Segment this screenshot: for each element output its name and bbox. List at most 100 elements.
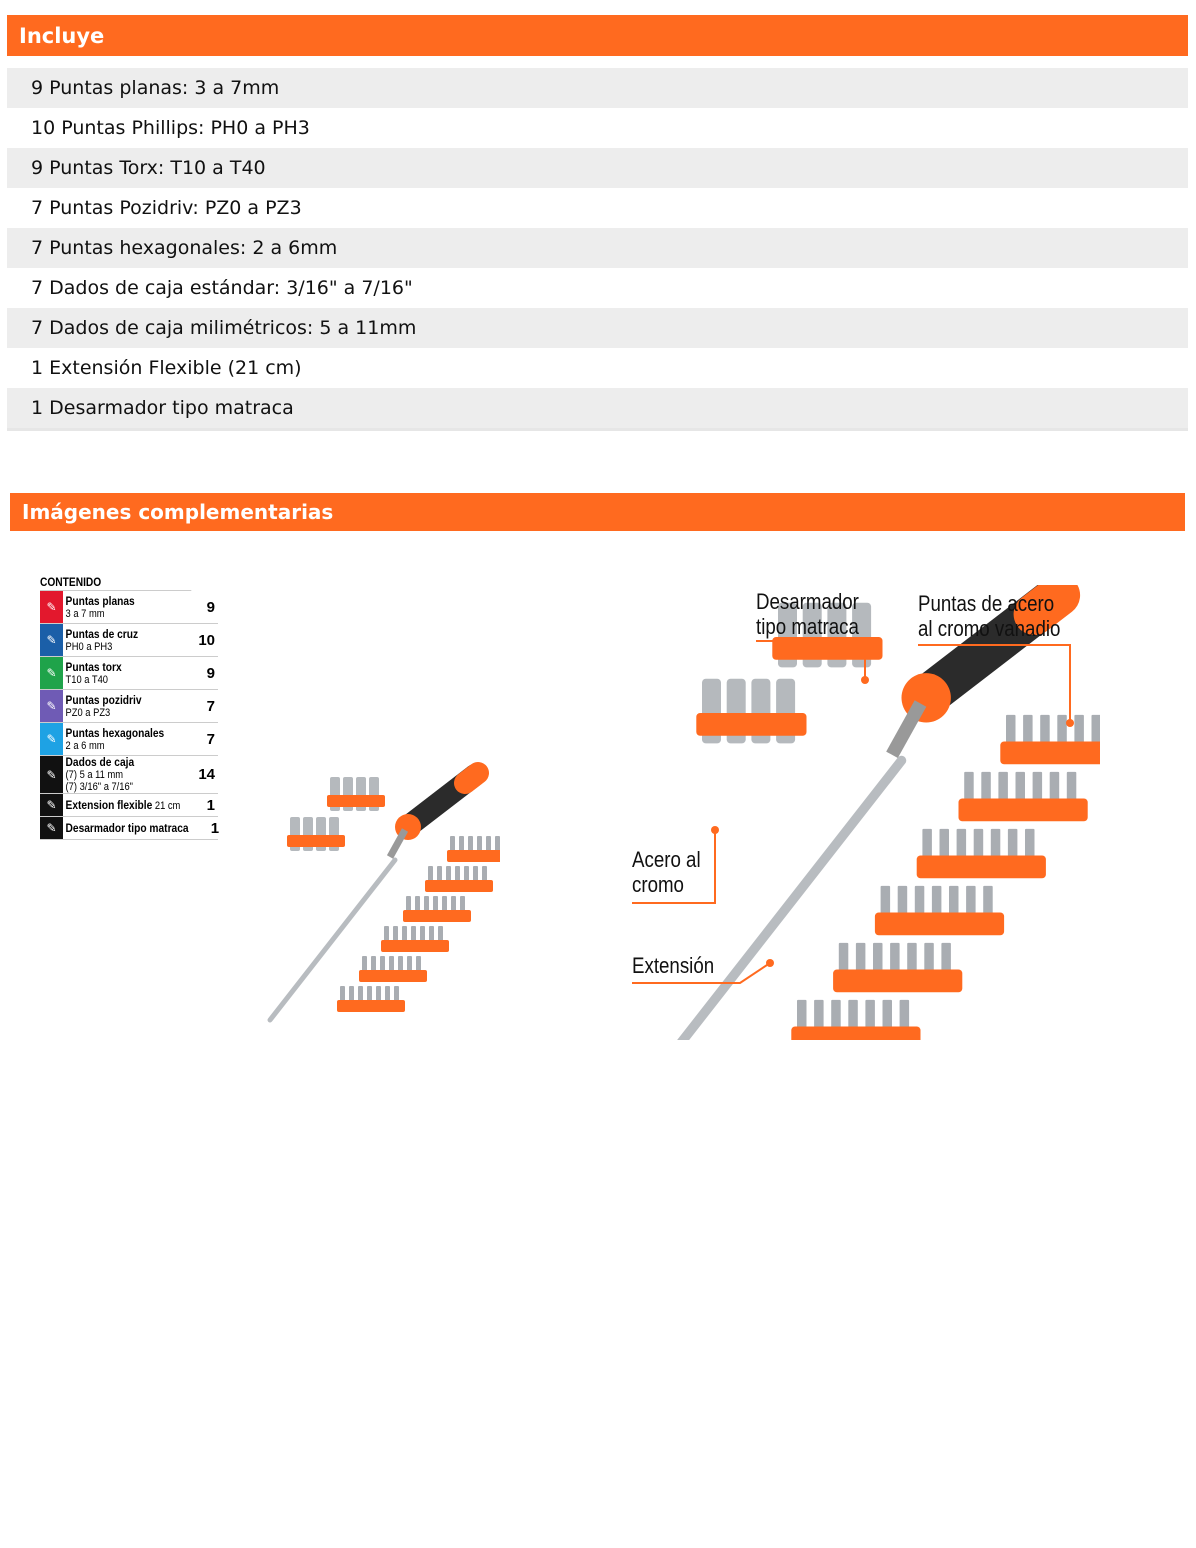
bit-rack xyxy=(403,910,471,922)
callout-bits: Puntas de acero al cromo vanadio xyxy=(918,591,1061,641)
tool-icon: ✎ xyxy=(40,756,63,793)
list-item: 1 Extensión Flexible (21 cm) xyxy=(31,357,302,379)
bit xyxy=(367,986,372,1002)
bit xyxy=(362,956,367,972)
item-count: 1 xyxy=(210,819,220,837)
bit xyxy=(882,999,892,1031)
bit xyxy=(340,986,345,1002)
bit xyxy=(964,771,974,803)
bit xyxy=(464,866,469,882)
bit xyxy=(848,999,858,1031)
bit xyxy=(385,986,390,1002)
bit xyxy=(468,836,473,852)
tool-icon: ✎ xyxy=(40,624,63,656)
list-item: 1 Desarmador tipo matraca xyxy=(7,388,1188,428)
bit xyxy=(998,771,1008,803)
list-item: 10 Puntas Phillips: PH0 a PH3 xyxy=(31,117,310,139)
callout-line xyxy=(632,830,716,904)
bit xyxy=(956,828,967,860)
bit xyxy=(407,956,412,972)
item-name: Puntas pozidriv xyxy=(65,692,142,707)
item-count: 9 xyxy=(206,598,215,616)
bit xyxy=(460,896,465,912)
item-name: Puntas hexagonales xyxy=(65,725,165,740)
bit xyxy=(384,926,389,942)
bit xyxy=(477,836,482,852)
bit xyxy=(855,942,866,974)
bit xyxy=(1074,714,1084,746)
list-item: 9 Puntas planas: 3 a 7mm xyxy=(7,68,1188,108)
tool-icon: ✎ xyxy=(40,794,63,816)
bit xyxy=(349,986,354,1002)
bit-rack xyxy=(833,969,963,993)
bit xyxy=(411,926,416,942)
item-detail: 3 a 7 mm xyxy=(65,607,105,620)
bit xyxy=(1091,714,1100,746)
bit xyxy=(873,942,883,974)
bit xyxy=(949,885,959,917)
bit xyxy=(1025,828,1035,860)
shaft xyxy=(386,828,409,859)
shaft xyxy=(886,700,927,759)
bit xyxy=(389,956,394,972)
callout-dot xyxy=(861,676,869,684)
contents-item: ✎ Desarmador tipo matraca 1 xyxy=(40,817,219,840)
item-detail: (7) 5 a 11 mm xyxy=(65,769,124,781)
bit xyxy=(424,896,429,912)
tool-icon: ✎ xyxy=(40,817,63,839)
bit xyxy=(990,828,1001,860)
bit xyxy=(831,999,841,1031)
bit xyxy=(899,999,910,1031)
bit-rack xyxy=(958,798,1088,822)
bit xyxy=(455,866,460,882)
bit-rack xyxy=(381,940,449,952)
bit-rack xyxy=(425,880,493,892)
bit xyxy=(459,836,464,852)
bit xyxy=(814,999,824,1031)
bit xyxy=(1007,828,1018,860)
item-detail: PH0 a PH3 xyxy=(65,640,113,653)
item-detail: 21 cm xyxy=(154,799,181,812)
bit xyxy=(966,885,976,917)
contents-item: ✎ Dados de caja (7) 5 a 11 mm (7) 3/16" a … xyxy=(40,756,218,794)
item-detail: T10 a T40 xyxy=(65,673,109,686)
tool-icon: ✎ xyxy=(40,657,63,689)
item-count: 7 xyxy=(206,697,215,715)
callout-chrome: Acero al cromo xyxy=(632,847,701,897)
bit xyxy=(394,986,399,1002)
bit xyxy=(495,836,500,852)
item-name: Puntas planas xyxy=(65,593,135,608)
bit xyxy=(922,828,932,860)
tool-icon: ✎ xyxy=(40,591,63,623)
flexible-extension xyxy=(677,755,907,1040)
bit xyxy=(914,885,925,917)
list-item: 7 Puntas hexagonales: 2 a 6mm xyxy=(7,228,1188,268)
socket-rack xyxy=(287,835,345,847)
bit xyxy=(450,836,455,852)
bit-rack xyxy=(1000,741,1100,765)
item-count: 7 xyxy=(206,730,215,748)
bit xyxy=(420,926,425,942)
bit xyxy=(433,896,438,912)
list-item: 7 Puntas Pozidriv: PZ0 a PZ3 xyxy=(31,197,302,219)
item-name: Extension flexible xyxy=(65,797,153,812)
callout-line xyxy=(632,962,771,984)
bit xyxy=(1032,771,1043,803)
bit xyxy=(924,942,934,974)
bit xyxy=(1015,771,1025,803)
socket-rack xyxy=(327,795,385,807)
socket-rack xyxy=(696,713,807,736)
bit xyxy=(416,956,421,972)
contents-item: ✎ Puntas planas 3 a 7 mm 9 xyxy=(40,591,218,624)
bit xyxy=(429,926,434,942)
bit-rack xyxy=(359,970,427,982)
list-item: 7 Dados de caja milimétricos: 5 a 11mm xyxy=(7,308,1188,348)
contents-item: ✎ Extension flexible 21 cm 1 xyxy=(40,794,218,817)
callout-dot xyxy=(711,826,719,834)
bit xyxy=(1006,714,1016,746)
tool-icon: ✎ xyxy=(40,723,63,755)
item-detail: PZ0 a PZ3 xyxy=(65,706,111,719)
bit xyxy=(393,926,398,942)
bit xyxy=(880,885,891,917)
product-image-annotated xyxy=(632,585,1100,1040)
